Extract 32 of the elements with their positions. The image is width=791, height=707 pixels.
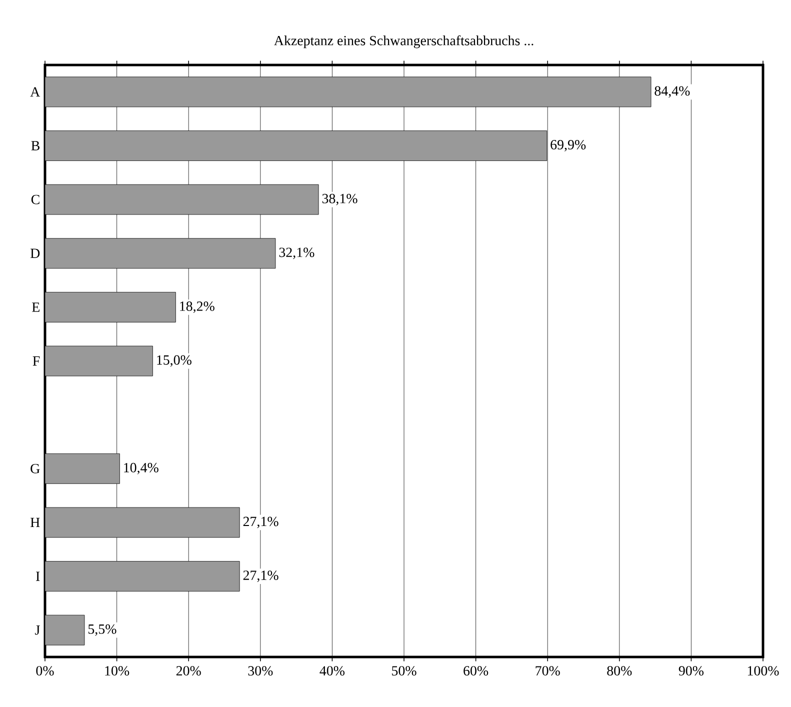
y-tick-label: E <box>32 302 40 312</box>
x-tick-label: 60% <box>464 666 488 676</box>
x-tick-label: 50% <box>392 666 416 676</box>
y-tick-label: A <box>30 87 40 97</box>
data-label: 27,1% <box>243 516 278 528</box>
x-tick-label: 20% <box>176 666 201 676</box>
x-tick-label: 0% <box>36 666 54 676</box>
y-tick-label: G <box>30 464 40 474</box>
y-tick-label: D <box>30 248 40 258</box>
y-tick-label: J <box>35 625 40 635</box>
data-label: 18,2% <box>180 301 214 313</box>
data-label: 32,1% <box>279 248 314 260</box>
y-tick-label: F <box>32 356 40 366</box>
x-tick-label: 40% <box>320 666 345 676</box>
y-tick-label: I <box>36 572 40 581</box>
data-label: 15,0% <box>157 355 192 367</box>
x-tick-label: 100% <box>748 666 779 676</box>
x-tick-label: 30% <box>248 666 273 676</box>
x-tick-label: 90% <box>678 666 704 676</box>
data-label: 10,4% <box>124 462 158 474</box>
y-tick-label: H <box>30 518 40 528</box>
data-label: 27,1% <box>243 570 278 582</box>
y-tick-label: B <box>31 141 40 150</box>
data-label: 69,9% <box>550 140 586 152</box>
chart-title: Akzeptanz eines Schwangerschaftsabbruchs ... <box>274 35 534 48</box>
x-tick-label: 70% <box>536 666 560 676</box>
data-label: 38,1% <box>322 194 358 206</box>
data-label: 84,4% <box>654 86 690 98</box>
x-tick-label: 80% <box>607 666 632 676</box>
data-label: 5,5% <box>88 624 116 636</box>
y-tick-label: C <box>31 194 40 204</box>
x-tick-label: 10% <box>105 666 130 676</box>
